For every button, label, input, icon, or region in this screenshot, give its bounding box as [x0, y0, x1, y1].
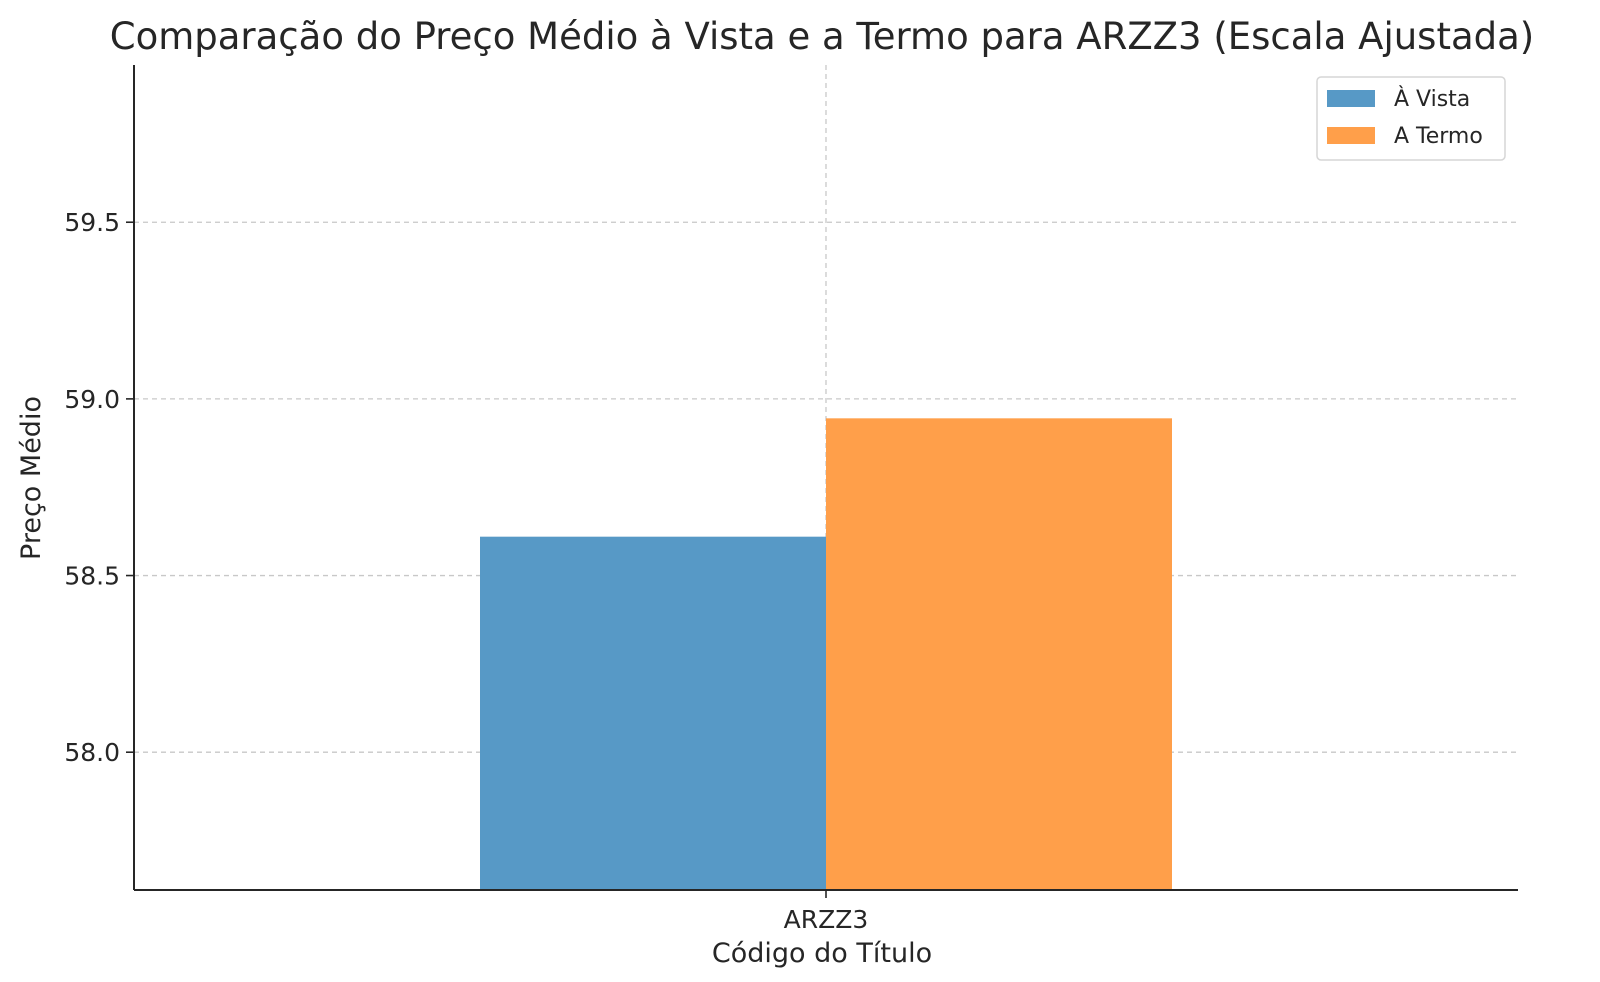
legend-swatch: [1327, 90, 1375, 107]
x-axis-label: Código do Título: [712, 938, 932, 969]
legend-label: A Termo: [1394, 124, 1483, 149]
bars: [480, 418, 1172, 890]
legend-label: À Vista: [1394, 86, 1470, 112]
y-tick-label: 58.5: [64, 562, 120, 591]
y-tick-label: 59.0: [64, 385, 120, 414]
bar-a-termo: [826, 418, 1172, 890]
chart-title: Comparação do Preço Médio à Vista e a Te…: [110, 15, 1534, 58]
y-tick-label: 58.0: [64, 738, 120, 767]
bar-a-vista: [480, 536, 826, 890]
legend: À Vista A Termo: [1316, 76, 1506, 161]
y-tick-label: 59.5: [64, 208, 120, 237]
x-tick-label: ARZZ3: [784, 905, 869, 934]
y-axis-label: Preço Médio: [16, 396, 47, 560]
x-axis-ticks: ARZZ3: [784, 890, 869, 934]
legend-swatch: [1327, 127, 1375, 144]
y-axis-ticks: 58.0 58.5 59.0 59.5: [64, 208, 134, 767]
